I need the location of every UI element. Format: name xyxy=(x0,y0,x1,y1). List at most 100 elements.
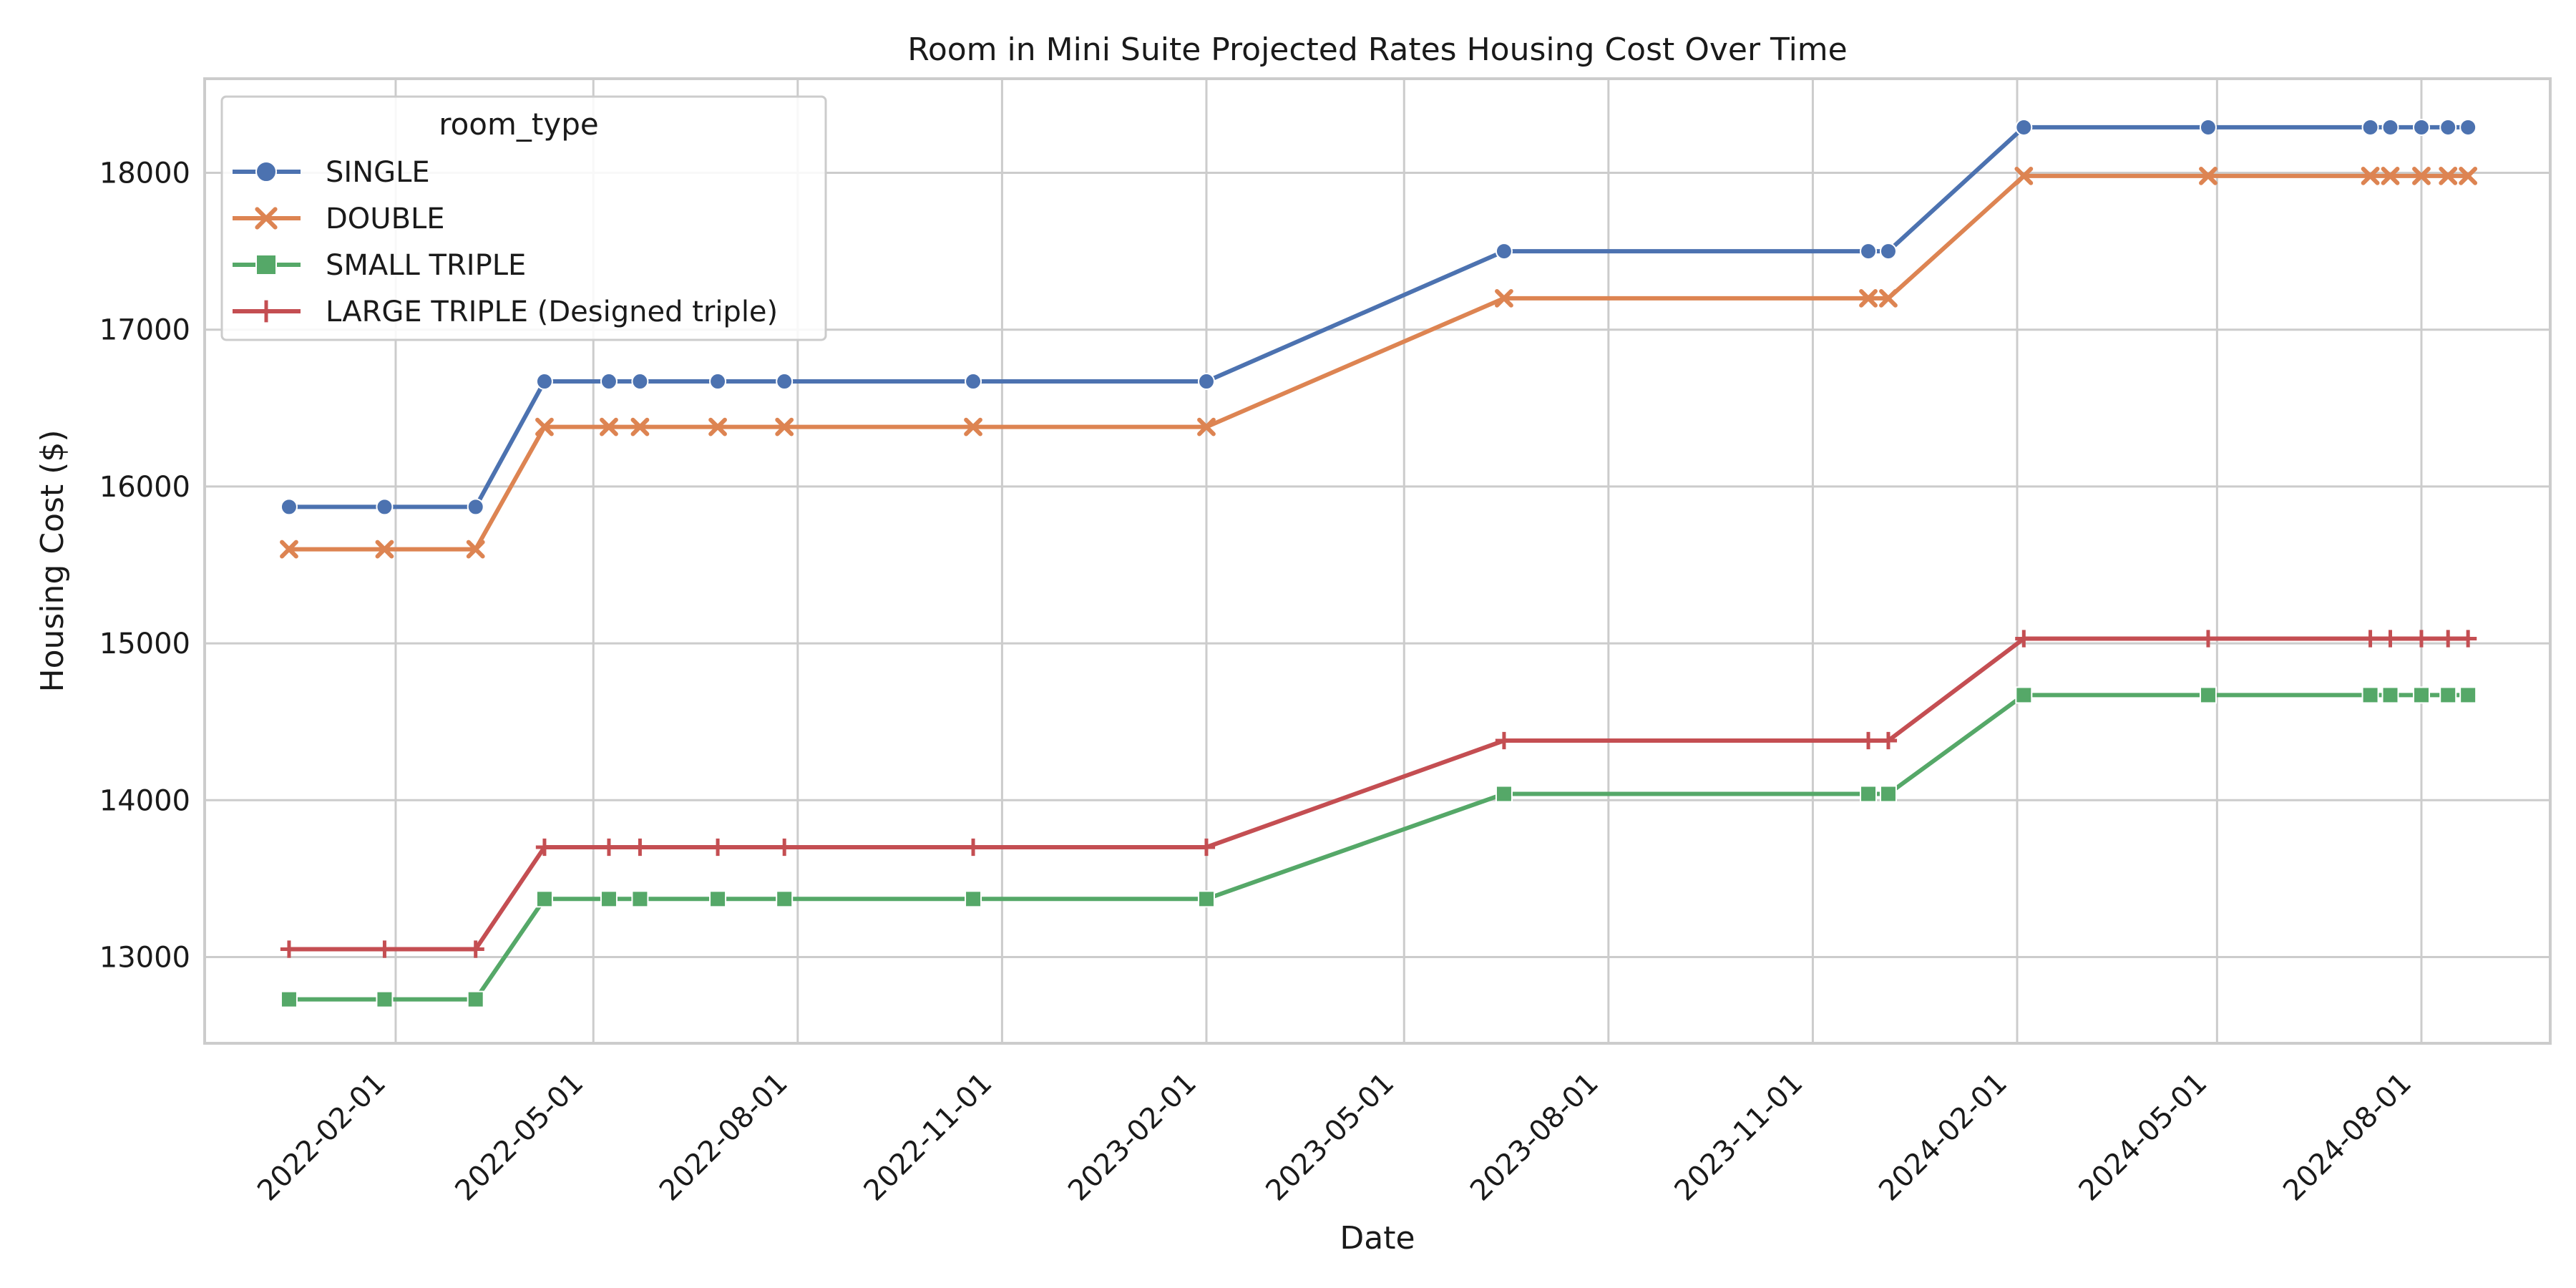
data-point xyxy=(1495,731,1513,750)
legend: room_type SINGLE DOUBLE SMALL TRIPLE LARGE … xyxy=(220,95,827,341)
data-point xyxy=(631,890,649,908)
data-point xyxy=(2014,166,2034,185)
y-tick-label: 17000 xyxy=(99,314,190,347)
data-point xyxy=(2361,118,2379,136)
data-point xyxy=(535,373,553,391)
data-point xyxy=(2361,630,2379,648)
data-point xyxy=(2459,166,2478,185)
data-point xyxy=(2439,686,2457,704)
legend-item: SMALL TRIPLE xyxy=(233,249,526,282)
data-point xyxy=(2199,630,2218,648)
series-small-triple xyxy=(280,686,2477,1008)
data-point xyxy=(467,498,484,516)
legend-label: SMALL TRIPLE xyxy=(326,249,526,282)
data-point xyxy=(1879,731,1898,750)
data-point xyxy=(1879,243,1897,260)
data-point xyxy=(375,540,394,559)
data-point xyxy=(1859,288,1878,308)
data-point xyxy=(708,417,727,436)
y-axis-label: Housing Cost ($) xyxy=(34,430,71,693)
y-tick-label: 15000 xyxy=(99,628,190,660)
data-point xyxy=(600,838,618,857)
data-point xyxy=(600,373,618,391)
data-point xyxy=(535,890,553,908)
legend-title: room_type xyxy=(439,107,598,142)
data-point xyxy=(775,417,794,436)
data-point xyxy=(2412,166,2431,185)
data-point xyxy=(2361,686,2379,704)
data-point xyxy=(1860,243,1878,260)
data-point xyxy=(1197,373,1215,391)
series-large-triple-designed-triple xyxy=(280,630,2477,958)
data-point xyxy=(1879,288,1898,308)
chart-title: Room in Mini Suite Projected Rates Housi… xyxy=(907,31,1848,68)
data-point xyxy=(600,890,618,908)
series-line xyxy=(289,173,2469,552)
data-point xyxy=(1859,731,1878,750)
data-point xyxy=(466,540,485,559)
legend-frame xyxy=(220,95,827,341)
legend-item: SINGLE xyxy=(233,156,430,189)
data-point xyxy=(2381,166,2400,185)
data-point xyxy=(2381,118,2399,136)
data-point xyxy=(2015,630,2033,648)
data-point xyxy=(2015,686,2033,704)
data-point xyxy=(709,890,727,908)
data-point xyxy=(1197,838,1216,857)
data-point xyxy=(376,498,394,516)
data-point xyxy=(964,417,982,436)
data-point xyxy=(1495,288,1513,308)
legend-marker xyxy=(255,254,277,275)
y-tick-label: 13000 xyxy=(99,941,190,974)
data-point xyxy=(535,417,554,436)
data-point xyxy=(2199,118,2217,136)
data-point xyxy=(1197,417,1216,436)
legend-marker xyxy=(255,300,278,323)
legend-marker xyxy=(255,161,277,182)
data-point xyxy=(2439,630,2457,648)
data-point xyxy=(2361,166,2380,185)
data-point xyxy=(1495,785,1513,803)
legend-item: DOUBLE xyxy=(233,203,445,235)
data-point xyxy=(1495,243,1513,260)
data-point xyxy=(535,838,554,857)
data-point xyxy=(965,890,982,908)
plot-frame xyxy=(203,77,2552,1045)
data-point xyxy=(776,838,794,857)
data-point xyxy=(600,417,618,436)
data-point xyxy=(1197,890,1215,908)
data-point xyxy=(776,373,794,391)
data-point xyxy=(2381,630,2399,648)
legend-label: LARGE TRIPLE (Designed triple) xyxy=(326,296,778,328)
data-point xyxy=(2459,118,2477,136)
data-point xyxy=(2459,686,2477,704)
legend-label: SINGLE xyxy=(326,156,430,189)
data-point xyxy=(280,990,298,1008)
data-point xyxy=(280,940,298,958)
data-point xyxy=(708,838,727,857)
y-tick-label: 18000 xyxy=(99,157,190,190)
data-point xyxy=(1860,785,1878,803)
data-point xyxy=(2439,118,2457,136)
data-point xyxy=(376,940,394,958)
y-tick-label: 14000 xyxy=(99,784,190,817)
data-point xyxy=(280,498,298,516)
data-point xyxy=(2199,166,2218,185)
data-point xyxy=(630,417,650,436)
data-point xyxy=(2439,166,2458,185)
data-point xyxy=(965,373,982,391)
data-point xyxy=(709,373,727,391)
series-layer xyxy=(280,118,2478,1008)
data-point xyxy=(2459,630,2477,648)
data-point xyxy=(776,890,794,908)
data-point xyxy=(964,838,982,857)
data-point xyxy=(467,940,484,958)
data-point xyxy=(1879,785,1897,803)
data-point xyxy=(631,838,649,857)
x-axis-label: Date xyxy=(1340,1220,1415,1257)
legend-marker xyxy=(255,207,278,230)
data-point xyxy=(2412,118,2430,136)
data-point xyxy=(376,990,394,1008)
data-point xyxy=(2199,686,2217,704)
